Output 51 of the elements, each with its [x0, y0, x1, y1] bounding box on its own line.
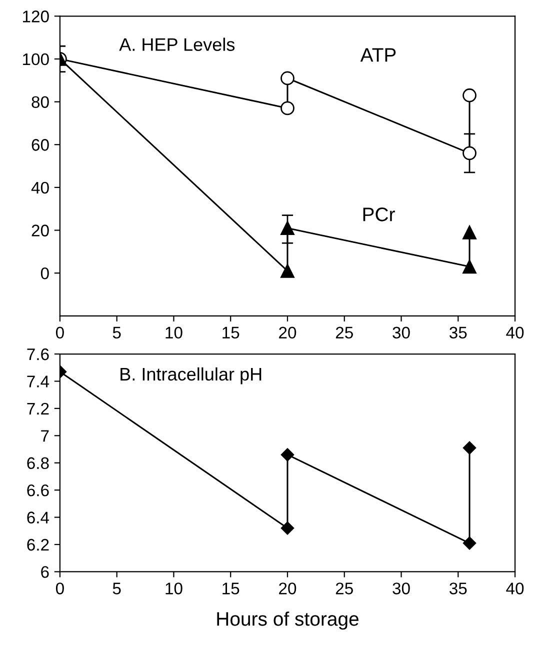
point	[280, 448, 294, 462]
series-label: PCr	[363, 208, 395, 222]
point	[462, 88, 476, 102]
x-tick-label: 30	[392, 326, 410, 339]
point	[280, 71, 294, 86]
point	[280, 522, 294, 535]
point	[462, 225, 476, 240]
x-tick-label: 10	[166, 326, 182, 339]
x-tick-label: 15	[222, 326, 240, 339]
x-tick-label: 0	[56, 326, 64, 339]
y-tick-label: 0	[40, 267, 49, 280]
point	[280, 264, 294, 278]
y-tick-label: 7.6	[27, 348, 49, 360]
point	[462, 536, 476, 550]
x-tick-label: 10	[166, 582, 182, 594]
x-tick-label: 35	[450, 326, 467, 339]
x-tick-label: 35	[450, 582, 467, 594]
point	[280, 101, 294, 116]
x-tick-label: 25	[336, 582, 353, 594]
y-tick-label: 7.2	[27, 402, 49, 414]
y-tick-label: 80	[32, 96, 49, 108]
y-tick-label: 6.8	[27, 457, 49, 470]
y-tick-label: 6	[41, 566, 49, 578]
y-tick-label: 6.4	[27, 512, 50, 524]
point	[462, 146, 476, 160]
x-tick-label: 5	[112, 582, 121, 594]
y-tick-label: 6.2	[27, 538, 49, 551]
x-tick-label: 25	[336, 326, 353, 339]
y-tick-label: 7	[41, 430, 49, 442]
y-tick-label: 7.4	[27, 376, 50, 388]
y-tick-label: 120	[23, 10, 49, 22]
x-tick-label: 5	[112, 326, 121, 339]
text: ATP	[360, 48, 396, 62]
x-tick-label: 30	[392, 582, 410, 594]
point	[462, 260, 476, 274]
y-tick-label: 40	[31, 182, 49, 194]
x-tick-label: 40	[506, 326, 524, 339]
x-tick-label: 15	[222, 582, 240, 594]
point	[280, 221, 294, 236]
annotation: A. HEP Levels	[119, 38, 235, 51]
y-tick-label: 6.6	[27, 484, 49, 496]
annotation: B. Intracellular pH	[120, 367, 262, 384]
x-tick-label: 0	[56, 582, 64, 594]
x-axis-title: Hours of storage	[217, 612, 358, 630]
y-tick-label: 60	[32, 139, 49, 151]
x-tick-label: 20	[279, 326, 296, 339]
point	[462, 441, 476, 454]
y-tick-label: 20	[32, 224, 49, 236]
x-tick-label: 20	[279, 582, 296, 594]
x-tick-label: 40	[506, 582, 524, 594]
y-tick-label: 100	[23, 53, 49, 66]
